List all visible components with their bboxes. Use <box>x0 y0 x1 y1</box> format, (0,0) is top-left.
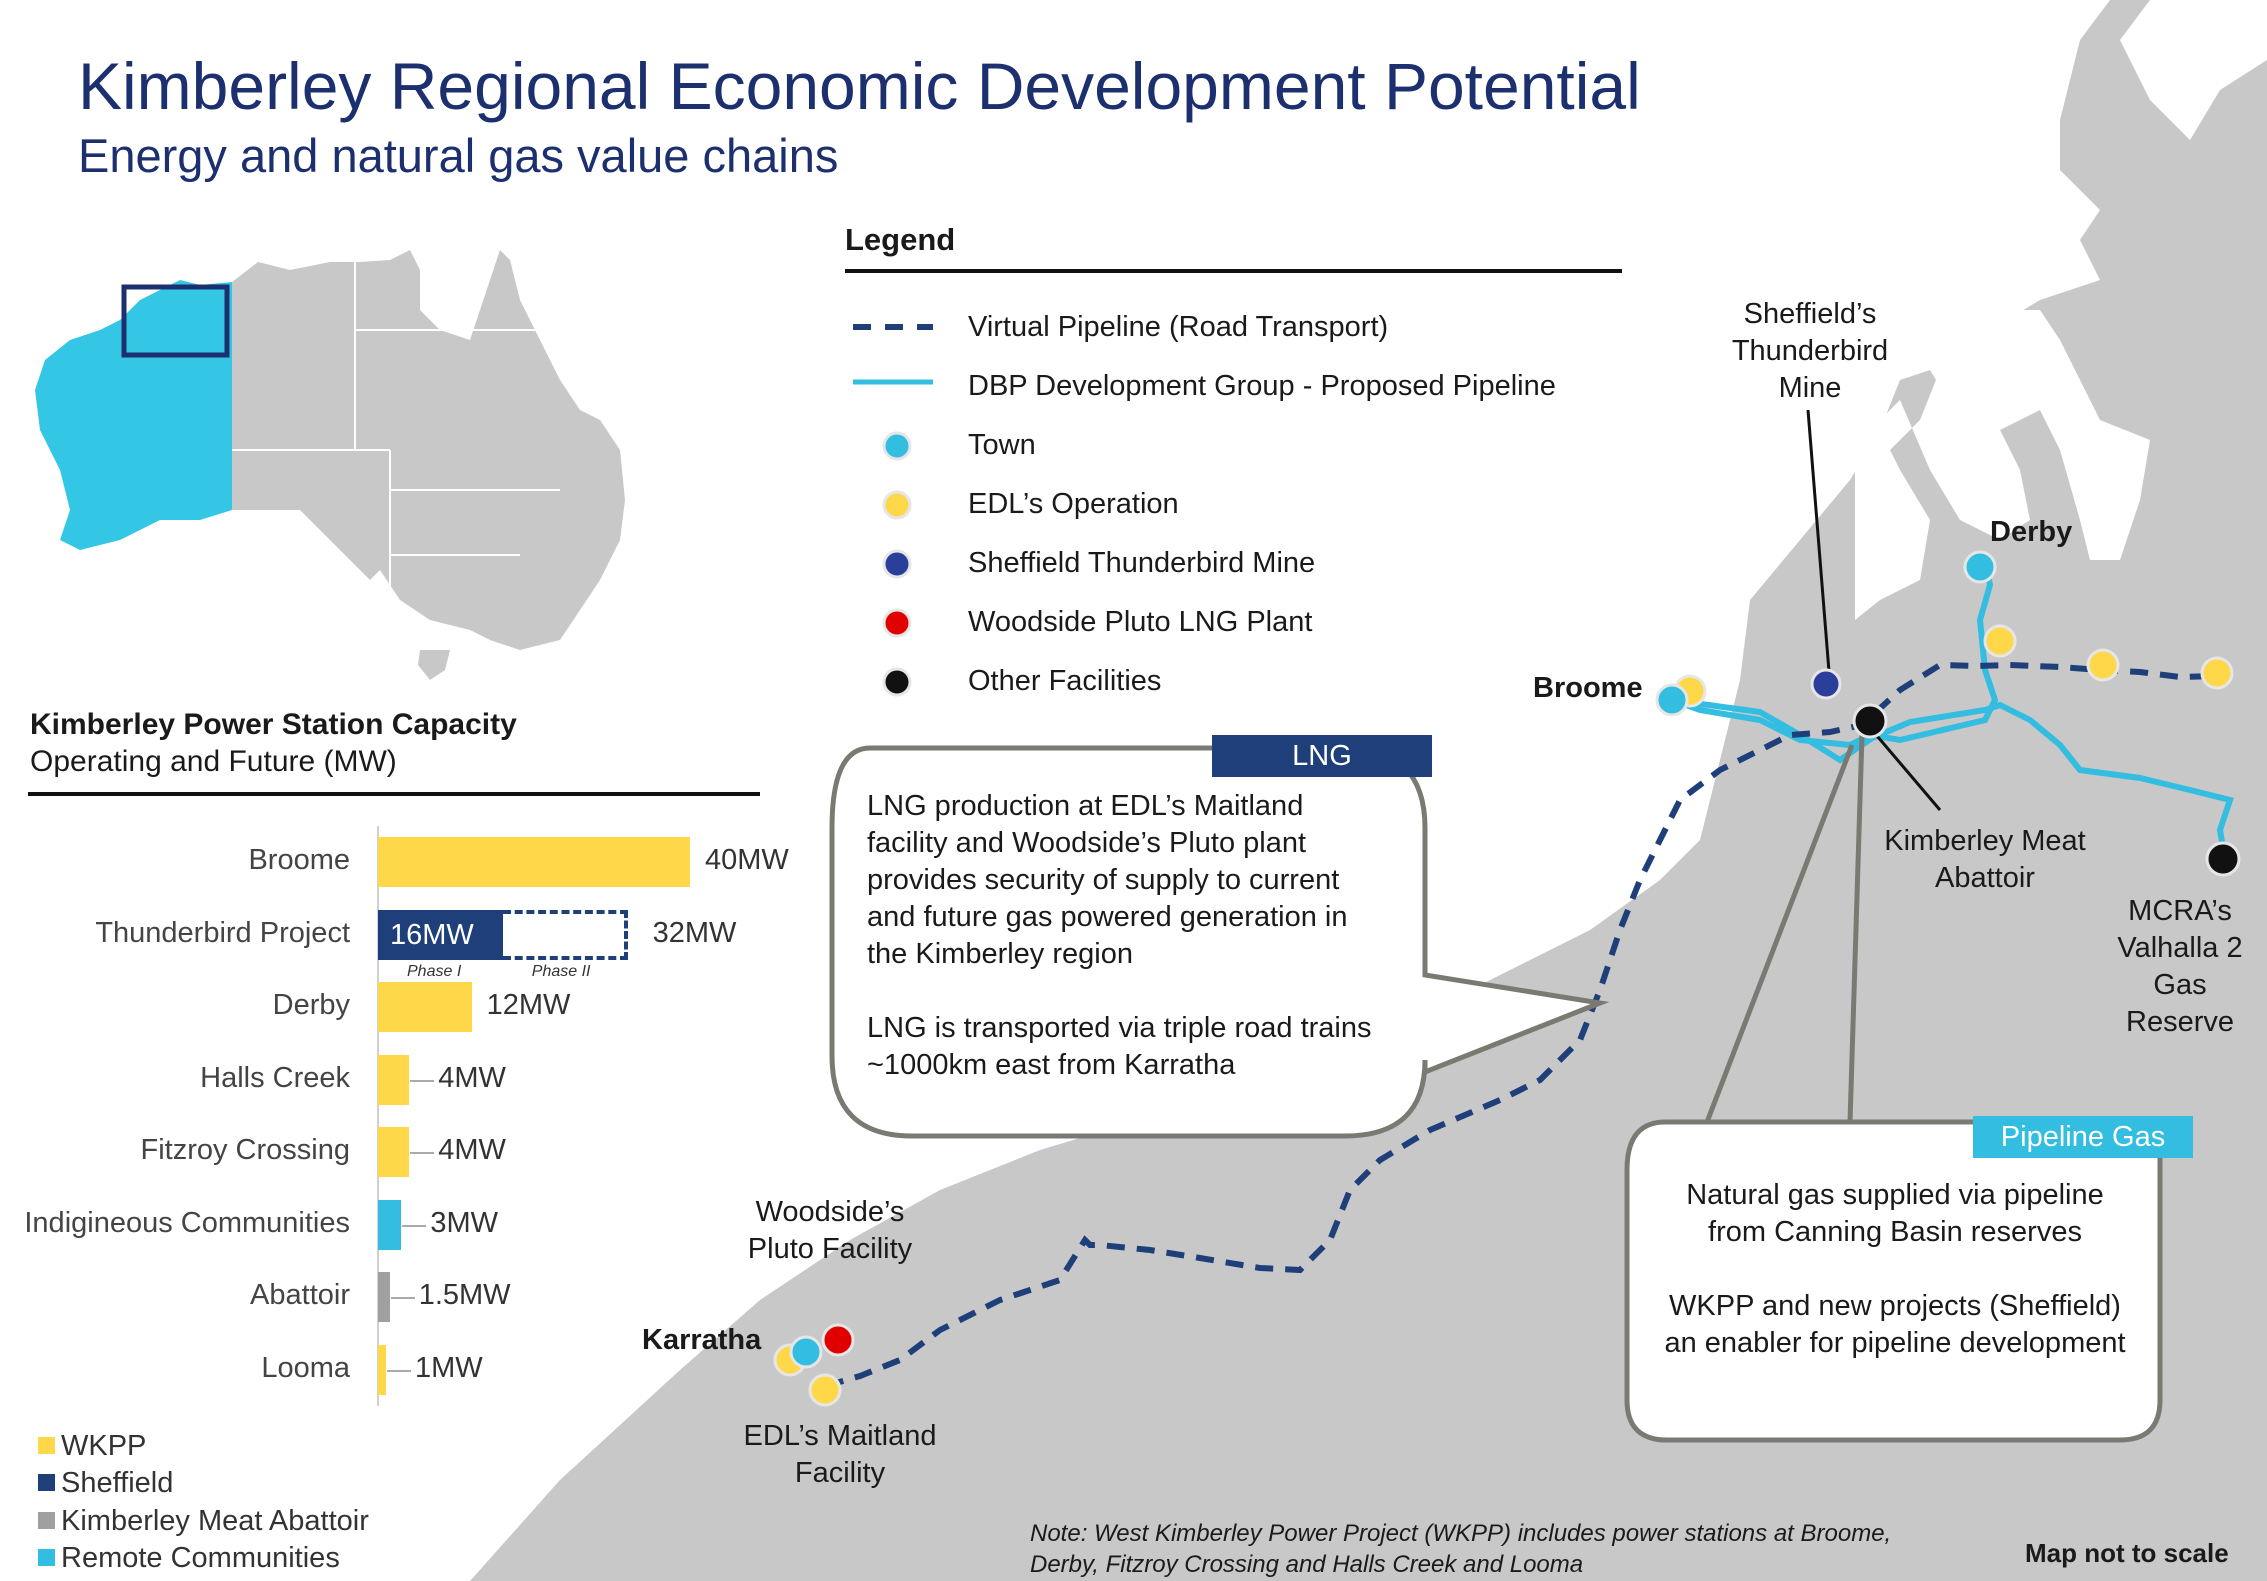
legend-item-virtual-pipeline: Virtual Pipeline (Road Transport) <box>968 311 1389 343</box>
bar-value-label: 1MW <box>415 1351 483 1384</box>
bar-category-label: Abattoir <box>250 1279 350 1312</box>
north-coast <box>2120 0 2267 140</box>
king-sound-water <box>1860 310 2150 560</box>
label-edl-maitland: EDL’s Maitland Facility <box>743 1420 937 1489</box>
bar <box>378 1199 402 1250</box>
legend-item-town: Town <box>968 429 1036 461</box>
label-broome: Broome <box>1533 672 1643 704</box>
key-wkpp: WKPP <box>38 1430 146 1463</box>
bar-value-label: 4MW <box>438 1061 506 1094</box>
legend-title: Legend <box>845 222 956 257</box>
legend-item-other-facilities: Other Facilities <box>968 665 1162 697</box>
chart-axis-line <box>377 826 379 1406</box>
bar-category-label: Halls Creek <box>200 1061 350 1094</box>
pipeline-gas-tag: Pipeline Gas <box>1973 1116 2193 1158</box>
legend-item-woodside-plant: Woodside Pluto LNG Plant <box>968 606 1313 638</box>
bar-category-label: Indigineous Communities <box>24 1206 350 1239</box>
bar-category-label: Thunderbird Project <box>95 916 350 949</box>
bar <box>378 1272 390 1323</box>
capacity-divider <box>28 792 760 796</box>
bar-category-label: Derby <box>272 989 350 1022</box>
wkpp-swatch <box>38 1437 55 1454</box>
bar-value-label: 4MW <box>438 1134 506 1167</box>
label-mcra-reserve: MCRA’s Valhalla 2 Gas Reserve <box>2117 895 2243 1038</box>
remote-communities-swatch <box>38 1549 55 1566</box>
phase-label: Phase I <box>407 962 462 980</box>
future-capacity-bar <box>502 909 628 960</box>
bar-value-label: 40MW <box>705 844 789 877</box>
legend-item-sheffield-mine: Sheffield Thunderbird Mine <box>968 547 1316 579</box>
label-woodside-pluto: Woodside’s Pluto Facility <box>747 1196 913 1265</box>
coast-notch <box>1855 430 1930 620</box>
bar-category-label: Looma <box>261 1351 350 1384</box>
key-sheffield: Sheffield <box>38 1467 173 1500</box>
page-subtitle: Energy and natural gas value chains <box>78 129 839 182</box>
key-abattoir: Kimberley Meat Abattoir <box>38 1505 369 1538</box>
lng-callout-box <box>829 745 1610 1139</box>
bar-value-label: 1.5MW <box>418 1279 511 1312</box>
map-markers <box>773 550 2241 1407</box>
woodside-marker-icon <box>882 608 912 638</box>
sheffield-marker-icon <box>882 549 912 579</box>
bar <box>378 1127 410 1178</box>
footnote: Note: West Kimberley Power Project (WKPP… <box>1030 1520 1892 1578</box>
bar-value-label: 3MW <box>430 1206 499 1239</box>
future-value-label: 32MW <box>652 916 737 949</box>
scale-note: Map not to scale <box>2025 1538 2229 1568</box>
lng-tag: LNG <box>1212 735 1432 777</box>
town-marker-icon <box>882 431 912 461</box>
label-sheffield-mine: Sheffield’s Thunderbird Mine <box>1731 298 1889 404</box>
bar-category-label: Fitzroy Crossing <box>140 1134 351 1167</box>
facility-marker-icon <box>882 667 912 697</box>
key-remote-communities: Remote Communities <box>38 1542 340 1575</box>
legend-divider <box>845 269 1622 273</box>
sheffield-swatch <box>38 1474 55 1491</box>
bar-value-label: 12MW <box>486 989 571 1022</box>
legend-swatches <box>853 324 933 697</box>
bar <box>378 1054 410 1105</box>
label-karratha: Karratha <box>642 1324 762 1356</box>
sheffield-leader-line <box>1806 409 1832 685</box>
bar-category-label: Broome <box>248 844 350 877</box>
australia-inset-map <box>35 250 625 680</box>
legend-item-proposed-pipeline: DBP Development Group - Proposed Pipelin… <box>968 370 1556 402</box>
pipeline-callout-text: Natural gas supplied via pipeline from C… <box>1664 1179 2126 1359</box>
capacity-title: Kimberley Power Station Capacity <box>30 708 517 741</box>
abattoir-leader-line <box>1870 729 1942 811</box>
abattoir-swatch <box>38 1512 55 1529</box>
capacity-subtitle: Operating and Future (MW) <box>30 745 397 778</box>
legend-item-edl-operation: EDL’s Operation <box>968 488 1179 520</box>
bar <box>378 837 690 888</box>
label-abattoir: Kimberley Meat Abattoir <box>1884 825 2086 894</box>
edl-marker-icon <box>882 490 912 520</box>
page-title: Kimberley Regional Economic Development … <box>78 49 1641 123</box>
bar: 16MW <box>378 909 503 960</box>
phase-label: Phase II <box>531 962 591 980</box>
value-leader-line <box>410 1079 435 1082</box>
value-leader-line <box>410 1152 435 1155</box>
value-leader-line <box>402 1224 427 1227</box>
proposed-pipeline <box>1670 559 2234 861</box>
bar <box>378 982 472 1033</box>
value-leader-line <box>387 1369 411 1372</box>
virtual-pipeline <box>825 661 2216 1389</box>
value-leader-line <box>390 1297 415 1300</box>
lng-callout-text: LNG production at EDL’s Maitland facilit… <box>867 790 1372 1081</box>
label-derby: Derby <box>1990 516 2073 548</box>
bar <box>378 1344 386 1395</box>
